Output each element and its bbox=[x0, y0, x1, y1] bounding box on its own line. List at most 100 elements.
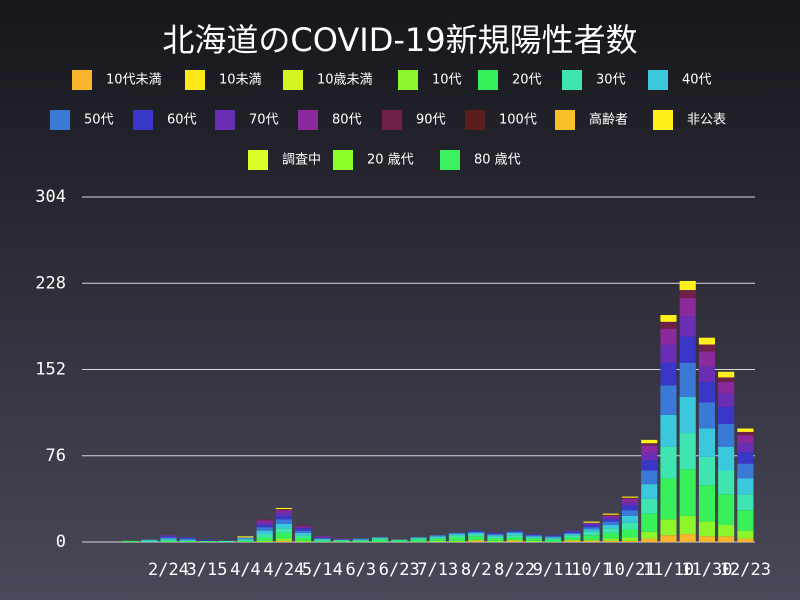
bar-segment bbox=[545, 535, 562, 537]
bar-segment bbox=[698, 521, 716, 537]
bar-segment bbox=[679, 290, 696, 299]
bar-segment bbox=[545, 539, 562, 542]
legend-swatch bbox=[333, 150, 353, 170]
bar-segment bbox=[314, 540, 331, 542]
bar-segment bbox=[718, 381, 735, 394]
bar-segment bbox=[295, 526, 312, 528]
bar-segment bbox=[275, 523, 292, 529]
bar-segment bbox=[198, 539, 216, 541]
bar-segment bbox=[621, 540, 639, 542]
bar-segment bbox=[468, 536, 485, 540]
bar-segment bbox=[448, 540, 466, 542]
bar-segment bbox=[583, 531, 600, 536]
bar-segment bbox=[602, 513, 619, 515]
bar-segment bbox=[352, 538, 369, 540]
bar-segment bbox=[468, 534, 485, 537]
bar-segment bbox=[160, 537, 177, 539]
legend-swatch bbox=[50, 110, 70, 130]
bar-segment bbox=[718, 536, 735, 542]
bar-segment bbox=[352, 540, 369, 542]
bar-segment bbox=[160, 538, 177, 540]
bar-segment bbox=[698, 402, 716, 429]
bar-segment bbox=[583, 529, 600, 532]
bar-segment bbox=[679, 433, 696, 470]
x-tick-label: 11/10 bbox=[643, 560, 694, 580]
bar-segment bbox=[583, 535, 600, 540]
legend-label: 高齢者 bbox=[589, 112, 628, 128]
bar-segment bbox=[410, 538, 427, 540]
bar-segment bbox=[737, 428, 754, 432]
bar-segment bbox=[468, 540, 485, 542]
bar-segment bbox=[237, 540, 254, 542]
bar-segment bbox=[448, 534, 466, 536]
bar-segment bbox=[295, 524, 312, 527]
bar-segment bbox=[660, 446, 677, 479]
bar-segment bbox=[525, 540, 542, 542]
bar-segment bbox=[602, 540, 619, 542]
bar-segment bbox=[621, 522, 639, 530]
bar-segment bbox=[256, 540, 273, 542]
bar-segment bbox=[564, 534, 581, 536]
bar-segment bbox=[506, 532, 523, 536]
bar-segment bbox=[679, 469, 696, 516]
bar-segment bbox=[275, 510, 292, 513]
legend-swatch bbox=[248, 150, 268, 170]
bar-segment bbox=[448, 532, 466, 535]
legend-label: 10代 bbox=[432, 73, 462, 88]
x-tick-label: 5/14 bbox=[302, 560, 343, 580]
bar-segment bbox=[621, 496, 639, 498]
y-tick-label: 0 bbox=[56, 532, 66, 552]
legend-swatch bbox=[185, 70, 205, 90]
bar-segment bbox=[275, 540, 292, 542]
bar-segment bbox=[295, 535, 312, 538]
x-tick-label: 2/24 bbox=[148, 560, 189, 580]
bar-segment bbox=[179, 537, 196, 539]
bar-segment bbox=[256, 522, 273, 525]
bar-segment bbox=[468, 531, 485, 533]
bar-segment bbox=[295, 537, 312, 541]
bar-segment bbox=[641, 443, 658, 446]
bar-segment bbox=[641, 460, 658, 471]
x-tick-label: 6/23 bbox=[379, 560, 420, 580]
bar-segment bbox=[698, 428, 716, 457]
bar-segment bbox=[679, 298, 696, 317]
legend-swatch bbox=[465, 110, 485, 130]
bar-segment bbox=[487, 536, 504, 539]
legend-swatch bbox=[283, 70, 303, 90]
legend-label: 80代 bbox=[332, 113, 362, 128]
bar-segment bbox=[468, 532, 485, 535]
bar-segment bbox=[679, 534, 696, 542]
bar-segment bbox=[698, 485, 716, 522]
bar-segment bbox=[641, 439, 658, 444]
bar-segment bbox=[275, 538, 292, 541]
bar-segment bbox=[718, 524, 735, 537]
bar-segment bbox=[160, 540, 177, 542]
bar-segment bbox=[718, 470, 735, 495]
bar-segment bbox=[429, 537, 446, 539]
bar-segment bbox=[333, 538, 350, 540]
bar-segment bbox=[718, 371, 735, 378]
bar-segment bbox=[160, 539, 177, 541]
x-tick-label: 6/3 bbox=[345, 560, 376, 580]
bar-segment bbox=[583, 540, 600, 542]
bar-segment bbox=[602, 524, 619, 529]
bar-segment bbox=[583, 521, 600, 523]
legend-label: 20代 bbox=[512, 73, 542, 88]
legend-swatch bbox=[398, 70, 418, 90]
bar-segment bbox=[698, 351, 716, 367]
bar-segment bbox=[160, 536, 177, 538]
bar-segment bbox=[179, 538, 196, 540]
bar-segment bbox=[564, 530, 581, 532]
bar-segment bbox=[237, 538, 254, 540]
bar-segment bbox=[487, 538, 504, 541]
bar-segment bbox=[602, 515, 619, 518]
bar-segment bbox=[314, 537, 331, 539]
bar-segment bbox=[641, 531, 658, 539]
bar-segment bbox=[737, 530, 754, 539]
bar-segment bbox=[256, 524, 273, 528]
legend-swatch bbox=[298, 110, 318, 130]
y-tick-label: 228 bbox=[35, 273, 66, 293]
bar-segment bbox=[256, 537, 273, 541]
bar-segment bbox=[737, 435, 754, 444]
bar-segment bbox=[564, 535, 581, 538]
